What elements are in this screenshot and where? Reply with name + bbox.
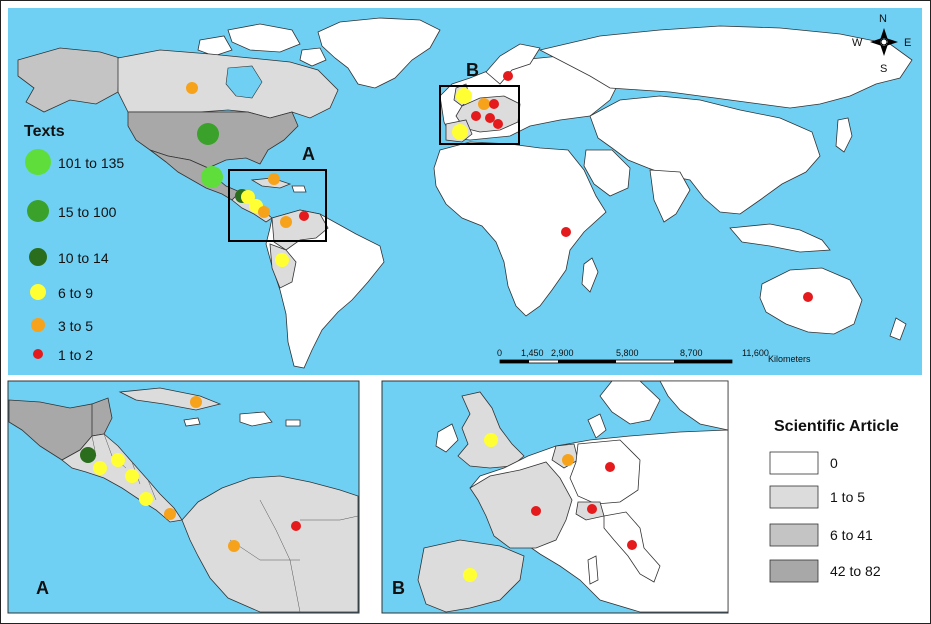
dot-canada — [186, 82, 198, 94]
dot-mexico — [201, 166, 223, 188]
texts-legend-label-0: 101 to 135 — [58, 155, 124, 171]
inset-panel-b-label: B — [392, 578, 405, 598]
inset-panel-a-label: A — [36, 578, 49, 598]
arabia — [583, 149, 631, 197]
texts-legend-swatch-0 — [25, 149, 51, 175]
hispaniola — [291, 185, 307, 193]
inset-panel-b: B — [381, 380, 729, 614]
article-legend-label-3: 42 to 82 — [830, 563, 881, 579]
india — [649, 169, 691, 223]
scale-tick-5: 11,600 — [742, 348, 769, 358]
africa — [433, 141, 607, 317]
dot-honduras — [241, 190, 255, 204]
dot-netherlands — [478, 98, 490, 110]
article-legend: Scientific Article 0 1 to 5 6 to 41 42 t… — [769, 418, 899, 583]
dot-costa-rica — [258, 206, 270, 218]
compass-rose: N S E W — [852, 13, 911, 75]
scale-unit: Kilometers — [768, 354, 811, 364]
scale-bar: 0 1,450 2,900 5,800 8,700 11,600 Kilomet… — [497, 348, 811, 364]
dot-colombia — [280, 216, 292, 228]
compass-e: E — [904, 37, 911, 49]
arctic-islands — [227, 23, 301, 53]
arctic-island-2 — [197, 35, 233, 57]
texts-legend-label-2: 10 to 14 — [58, 250, 109, 266]
scale-tick-4: 8,700 — [680, 348, 703, 358]
texts-legend-swatch-1 — [27, 200, 49, 222]
main-map-dots — [186, 71, 813, 302]
compass-w: W — [852, 37, 863, 49]
scale-tick-3: 5,800 — [616, 348, 639, 358]
dot-germany — [489, 99, 499, 109]
texts-legend-swatch-2 — [29, 248, 47, 266]
article-legend-label-2: 6 to 41 — [830, 527, 873, 543]
scale-tick-2: 2,900 — [551, 348, 574, 358]
texts-legend-title: Texts — [24, 123, 65, 140]
texts-legend-label-3: 6 to 9 — [58, 285, 93, 301]
article-legend-label-0: 0 — [830, 455, 838, 471]
dot-venezuela — [299, 211, 309, 221]
dot-australia — [803, 292, 813, 302]
madagascar — [581, 257, 599, 293]
article-legend-swatch-1 — [769, 485, 819, 509]
article-legend-title: Scientific Article — [774, 418, 899, 435]
texts-legend: Texts 101 to 135 15 to 100 10 to 14 6 to… — [24, 123, 124, 363]
russia — [538, 25, 913, 109]
compass-s: S — [880, 63, 887, 75]
dot-cuba — [268, 173, 280, 185]
article-legend-swatch-0 — [769, 451, 819, 475]
arctic-island-3 — [299, 47, 327, 67]
inset-box-b — [439, 85, 520, 145]
dot-italy — [493, 119, 503, 129]
japan — [835, 117, 853, 153]
dot-spain — [452, 124, 468, 140]
dot-france — [471, 111, 481, 121]
southeast-asia-islands — [729, 223, 831, 253]
new-zealand — [889, 317, 907, 341]
texts-legend-swatch-5 — [33, 349, 43, 359]
dot-usa — [197, 123, 219, 145]
scandinavia — [485, 43, 541, 85]
inset-box-a — [228, 169, 327, 242]
inset-panel-a: A — [7, 380, 360, 614]
inset-box-b-label: B — [466, 60, 479, 80]
article-legend-label-1: 1 to 5 — [830, 489, 865, 505]
texts-legend-swatch-4 — [31, 318, 45, 332]
hudson-bay — [225, 65, 263, 99]
greenland — [317, 17, 441, 89]
compass-n: N — [879, 13, 887, 25]
texts-legend-swatch-3 — [30, 284, 46, 300]
article-legend-swatch-3 — [769, 559, 819, 583]
article-legend-swatch-2 — [769, 523, 819, 547]
alaska — [17, 47, 121, 113]
dot-uk — [456, 88, 472, 104]
scale-tick-1: 1,450 — [521, 348, 544, 358]
dot-switzerland — [485, 113, 495, 123]
texts-legend-label-1: 15 to 100 — [58, 204, 117, 220]
dot-ecuador — [275, 253, 289, 267]
asia — [589, 95, 821, 215]
texts-legend-label-4: 3 to 5 — [58, 318, 93, 334]
dot-scandinavia — [503, 71, 513, 81]
dot-kenya — [561, 227, 571, 237]
inset-box-a-label: A — [302, 144, 315, 164]
texts-legend-label-5: 1 to 2 — [58, 347, 93, 363]
scale-tick-0: 0 — [497, 348, 502, 358]
